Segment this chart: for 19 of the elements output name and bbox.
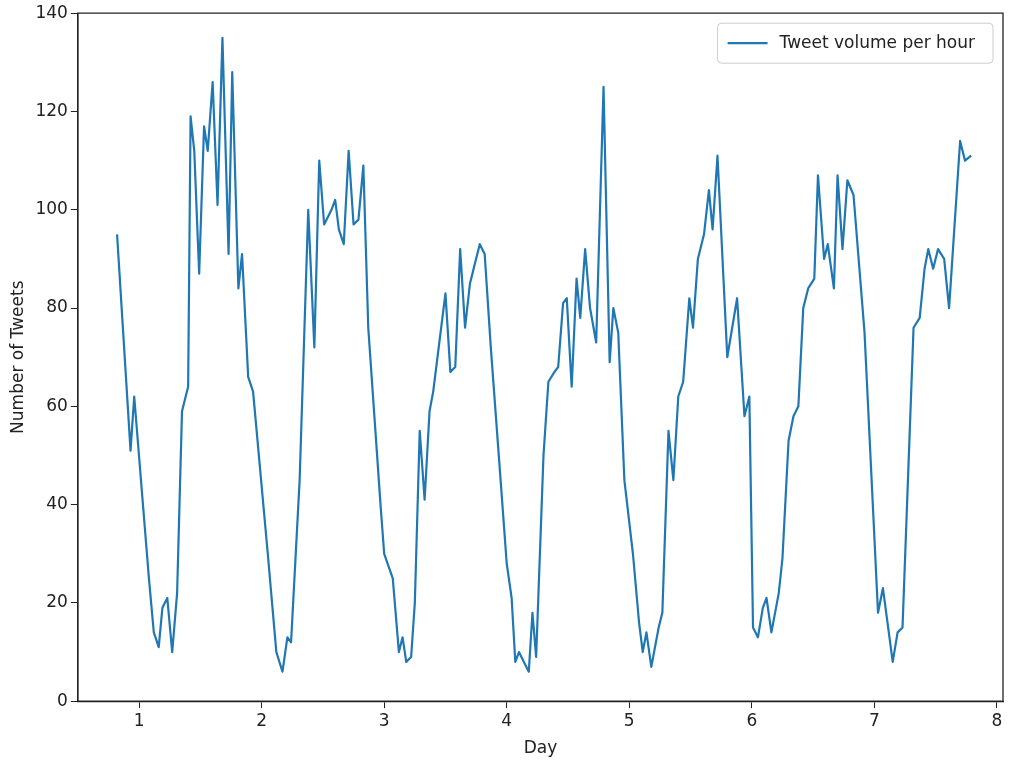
y-tick-label: 80	[46, 296, 68, 317]
y-tick-label: 60	[46, 394, 68, 415]
x-tick-label: 7	[868, 709, 880, 730]
y-tick-label: 100	[35, 198, 68, 219]
x-tick-label: 8	[991, 709, 1003, 730]
x-tick-label: 3	[378, 709, 390, 730]
y-tick-label: 140	[35, 1, 68, 22]
x-tick-label: 6	[746, 709, 758, 730]
y-tick-label: 20	[46, 591, 68, 612]
x-tick-label: 5	[623, 709, 635, 730]
y-tick-label: 0	[57, 689, 68, 710]
legend-label: Tweet volume per hour	[778, 31, 976, 52]
y-tick-label: 120	[35, 99, 68, 120]
x-tick-label: 1	[133, 709, 145, 730]
y-axis-title: Number of Tweets	[6, 280, 27, 434]
y-tick-label: 40	[46, 493, 68, 514]
x-tick-label: 4	[501, 709, 513, 730]
x-axis-title: Day	[523, 737, 558, 758]
x-tick-label: 2	[256, 709, 268, 730]
